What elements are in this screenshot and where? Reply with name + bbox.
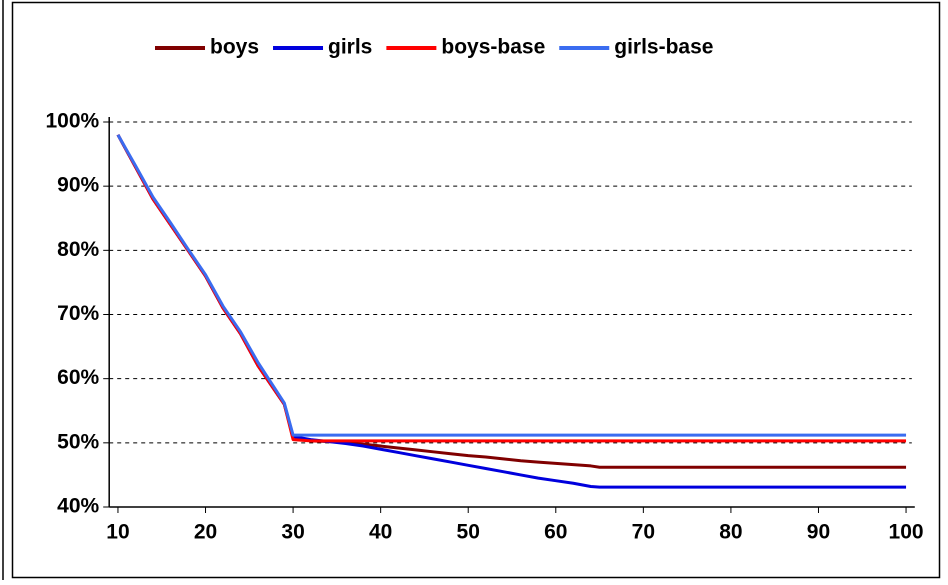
legend-label: boys xyxy=(210,36,259,59)
x-tick-label: 10 xyxy=(106,521,129,544)
legend-label: girls-base xyxy=(614,36,713,59)
y-tick-label: 50% xyxy=(57,430,99,453)
x-tick-label: 80 xyxy=(719,521,742,544)
y-tick-label: 70% xyxy=(57,302,99,325)
legend-label: boys-base xyxy=(441,36,545,59)
y-tick-label: 80% xyxy=(57,238,99,261)
x-tick-label: 60 xyxy=(544,521,567,544)
x-tick-label: 30 xyxy=(281,521,304,544)
x-tick-label: 70 xyxy=(632,521,655,544)
chart-frame xyxy=(11,1,941,579)
y-tick-label: 40% xyxy=(57,495,99,518)
series-line xyxy=(116,134,907,437)
x-tick-label: 100 xyxy=(889,521,924,544)
y-tick-label: 60% xyxy=(57,366,99,389)
x-tick-label: 90 xyxy=(807,521,830,544)
y-tick-label: 90% xyxy=(57,174,99,197)
x-tick-label: 50 xyxy=(457,521,480,544)
x-tick-label: 20 xyxy=(194,521,217,544)
legend-label: girls xyxy=(328,36,372,59)
x-tick-label: 40 xyxy=(369,521,392,544)
y-tick-label: 100% xyxy=(45,110,99,133)
